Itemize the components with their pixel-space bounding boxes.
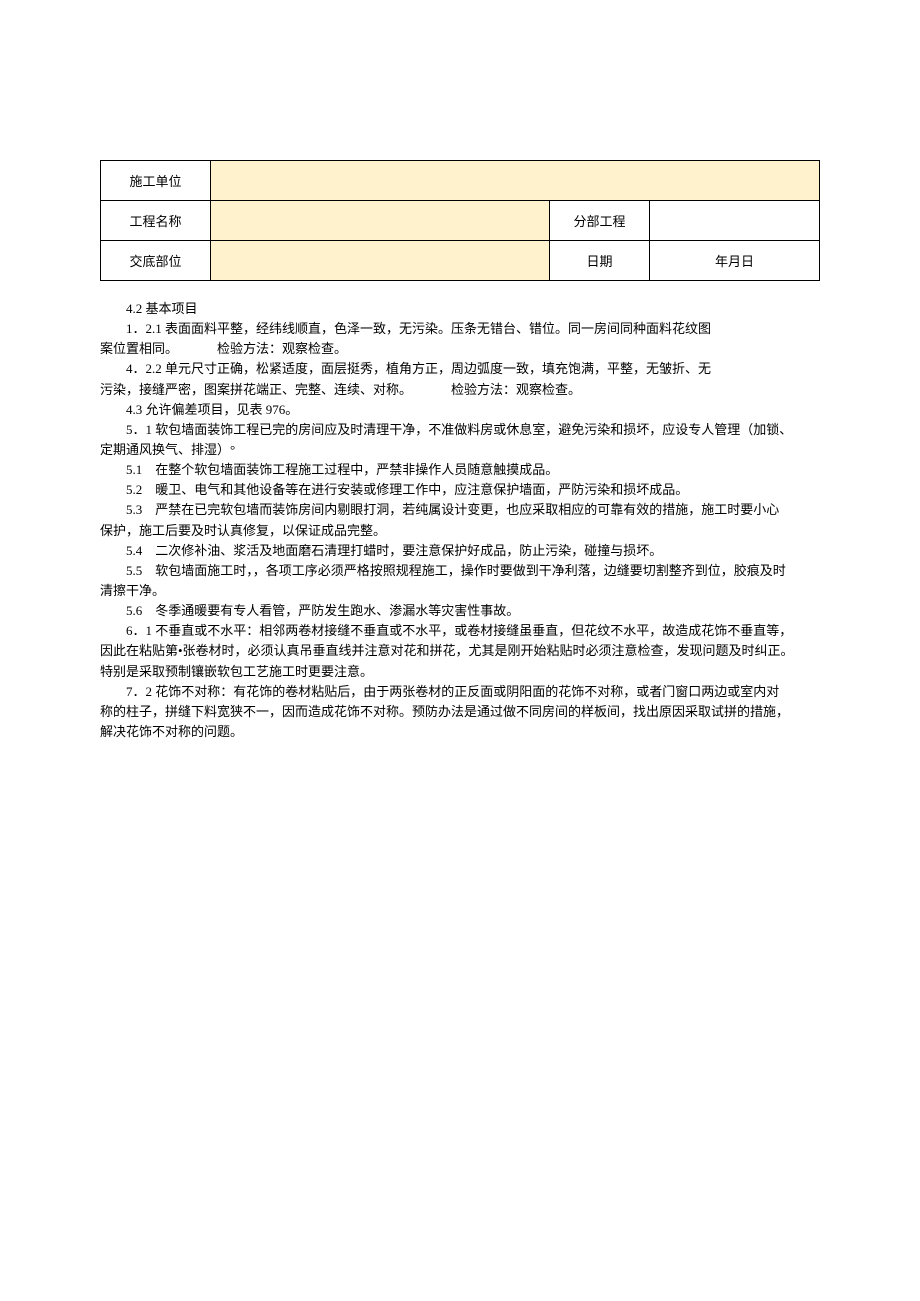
paragraph: 5.2 暖卫、电气和其他设备等在进行安装或修理工作中，应注意保护墙面，严防污染和…	[100, 480, 820, 500]
paragraph: 特别是采取预制镶嵌软包工艺施工时更要注意。	[100, 662, 820, 682]
cell-date-value: 年月日	[650, 241, 820, 281]
paragraph: 5.3 严禁在已完软包墙而装饰房间内剔眼打洞，若纯属设计变更，也应采取相应的可靠…	[100, 500, 820, 520]
text-span: 检验方法：观察检查。	[217, 341, 347, 356]
cell-project-name-label: 工程名称	[101, 201, 211, 241]
paragraph: 7．2 花饰不对称：有花饰的卷材粘贴后，由于两张卷材的正反面或阴阳面的花饰不对称…	[100, 682, 820, 702]
table-row: 施工单位	[101, 161, 820, 201]
document-body: 4.2 基本项目 1．2.1 表面面料平整，经纬线顺直，色泽一致，无污染。压条无…	[100, 299, 820, 742]
text-span: 检验方法：观察检查。	[451, 382, 581, 397]
text-span: 污染，接缝严密，图案拼花端正、完整、连续、对称。	[100, 382, 412, 397]
paragraph: 5．1 软包墙面装饰工程已完的房间应及时清理干净，不准做料房或休息室，避免污染和…	[100, 420, 820, 440]
cell-construction-unit-value	[211, 161, 820, 201]
cell-project-name-value	[211, 201, 550, 241]
paragraph: 清擦干净。	[100, 581, 820, 601]
paragraph: 定期通风换气、排湿）°	[100, 440, 820, 460]
paragraph: 因此在粘贴第•张卷材时，必须认真吊垂直线并注意对花和拼花，尤其是刚开始粘贴时必须…	[100, 641, 820, 661]
paragraph: 6．1 不垂直或不水平：相邻两卷材接缝不垂直或不水平，或卷材接缝虽垂直，但花纹不…	[100, 621, 820, 641]
paragraph: 5.5 软包墙面施工时，，各项工序必须严格按照规程施工，操作时要做到干净利落，边…	[100, 561, 820, 581]
paragraph: 4.2 基本项目	[100, 299, 820, 319]
text-span: 案位置相同。	[100, 341, 178, 356]
cell-date-label: 日期	[550, 241, 650, 281]
paragraph: 污染，接缝严密，图案拼花端正、完整、连续、对称。 检验方法：观察检查。	[100, 380, 820, 400]
paragraph: 案位置相同。 检验方法：观察检查。	[100, 339, 820, 359]
paragraph: 4.3 允许偏差项目，见表 976。	[100, 400, 820, 420]
paragraph: 4．2.2 单元尺寸正确，松紧适度，面层挺秀，植角方正，周边弧度一致，填充饱满，…	[100, 359, 820, 379]
paragraph: 1．2.1 表面面料平整，经纬线顺直，色泽一致，无污染。压条无错台、错位。同一房…	[100, 319, 820, 339]
cell-position-value	[211, 241, 550, 281]
paragraph: 保护，施工后要及时认真修复，以保证成品完整。	[100, 521, 820, 541]
cell-section-label: 分部工程	[550, 201, 650, 241]
table-row: 交底部位 日期 年月日	[101, 241, 820, 281]
header-table: 施工单位 工程名称 分部工程 交底部位 日期 年月日	[100, 160, 820, 281]
paragraph: 称的柱子，拼缝下料宽狭不一，因而造成花饰不对称。预防办法是通过做不同房间的样板间…	[100, 702, 820, 722]
paragraph: 5.1 在整个软包墙面装饰工程施工过程中，严禁非操作人员随意触摸成品。	[100, 460, 820, 480]
document-page: 施工单位 工程名称 分部工程 交底部位 日期 年月日 4.2 基本项目 1．2.…	[0, 0, 920, 782]
paragraph: 5.4 二次修补油、浆活及地面磨石清理打蜡时，要注意保护好成品，防止污染，碰撞与…	[100, 541, 820, 561]
cell-section-value	[650, 201, 820, 241]
paragraph: 5.6 冬季通暖要有专人看管，严防发生跑水、渗漏水等灾害性事故。	[100, 601, 820, 621]
cell-position-label: 交底部位	[101, 241, 211, 281]
cell-construction-unit-label: 施工单位	[101, 161, 211, 201]
table-row: 工程名称 分部工程	[101, 201, 820, 241]
paragraph: 解决花饰不对称的问题。	[100, 722, 820, 742]
